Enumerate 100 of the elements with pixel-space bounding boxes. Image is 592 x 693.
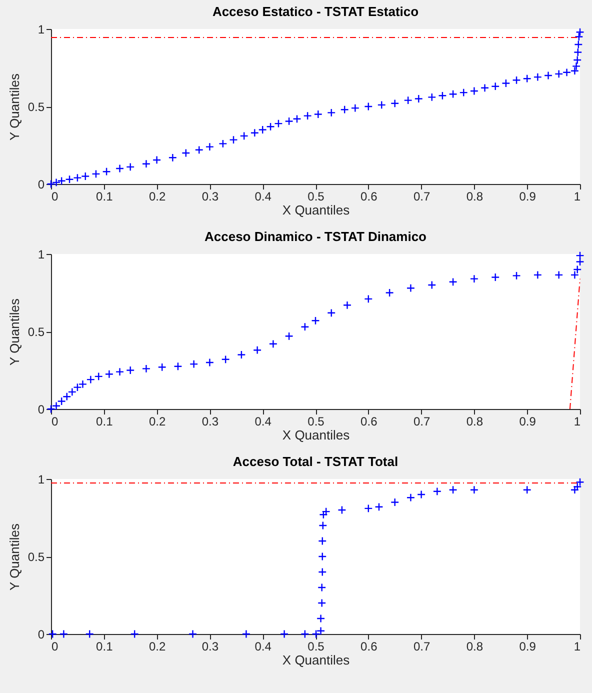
point — [448, 486, 458, 494]
x-tick-label: 0.9 — [519, 640, 536, 654]
point — [414, 94, 423, 104]
chart-title: Acceso Estatico - TSTAT Estatico — [212, 4, 419, 19]
point — [448, 90, 458, 98]
y-tick-label: 1 — [38, 472, 45, 486]
point — [194, 146, 204, 154]
point — [470, 86, 479, 96]
point — [574, 32, 584, 42]
point — [374, 502, 384, 512]
x-tick-label: 1 — [574, 190, 581, 204]
point — [59, 630, 68, 638]
point — [377, 100, 386, 110]
point — [554, 70, 564, 78]
point — [126, 366, 135, 375]
point — [240, 132, 248, 140]
point — [314, 110, 322, 119]
point — [284, 116, 294, 126]
point — [316, 614, 326, 623]
x-tick-label: 0.1 — [96, 414, 114, 428]
point — [182, 148, 190, 158]
point — [502, 78, 510, 88]
point — [574, 40, 583, 49]
point — [102, 167, 111, 176]
point — [85, 630, 94, 638]
point — [237, 350, 246, 360]
x-tick-label: 0.1 — [96, 190, 114, 204]
chart-title: Acceso Dinamico - TSTAT Dinamico — [204, 229, 427, 244]
point — [570, 486, 580, 494]
point — [406, 493, 416, 502]
point — [205, 358, 214, 367]
point — [318, 536, 327, 546]
x-tick-label: 0.9 — [519, 190, 536, 204]
point — [274, 119, 283, 128]
point — [190, 360, 198, 368]
point — [316, 626, 326, 636]
x-tick-label: 0 — [52, 640, 58, 654]
point — [258, 125, 267, 134]
point — [52, 178, 61, 187]
point — [576, 478, 584, 486]
x-tick-label: 0.9 — [519, 414, 536, 428]
point — [268, 340, 278, 348]
x-tick-label: 0.6 — [360, 640, 378, 654]
point — [570, 270, 580, 280]
chart-title: Acceso Total - TSTAT Total — [232, 454, 398, 469]
point — [284, 332, 294, 340]
point — [292, 114, 302, 124]
point — [130, 630, 139, 638]
point — [428, 280, 436, 290]
x-tick-label: 0.3 — [202, 640, 219, 654]
point — [570, 66, 580, 76]
point — [480, 84, 490, 92]
x-tick-label: 0.5 — [308, 190, 325, 204]
point — [68, 388, 76, 396]
point — [142, 364, 151, 374]
point — [385, 288, 394, 298]
x-tick-label: 0.7 — [413, 190, 430, 204]
point — [280, 630, 289, 638]
point — [253, 346, 262, 354]
point — [491, 272, 500, 282]
y-tick-label: 0 — [38, 628, 45, 642]
point — [104, 370, 114, 378]
y-tick-label: 1 — [38, 248, 45, 262]
point — [327, 308, 336, 318]
point — [86, 375, 95, 384]
point — [512, 271, 521, 280]
y-tick-label: 0.5 — [28, 325, 45, 339]
x-axis-title: X Quantiles — [282, 652, 350, 668]
point — [364, 102, 373, 111]
point — [218, 139, 228, 148]
point — [576, 251, 584, 260]
point — [142, 160, 151, 168]
point — [242, 630, 251, 638]
point — [57, 176, 66, 186]
point — [470, 274, 479, 284]
point — [562, 68, 572, 77]
point — [390, 498, 400, 507]
x-tick-label: 0.6 — [360, 190, 378, 204]
point — [416, 490, 426, 499]
point — [574, 48, 582, 57]
point — [303, 111, 312, 120]
x-tick-label: 0.4 — [254, 640, 272, 654]
point — [92, 170, 100, 178]
x-tick-label: 0.3 — [202, 190, 219, 204]
point — [73, 382, 82, 392]
point — [229, 136, 238, 144]
point — [533, 72, 542, 82]
point — [554, 270, 564, 280]
point — [340, 105, 349, 114]
y-tick-label: 1 — [38, 22, 45, 36]
x-tick-label: 0.4 — [254, 190, 272, 204]
point — [318, 521, 328, 530]
point — [174, 362, 182, 371]
point — [364, 294, 373, 304]
point — [573, 56, 582, 64]
point — [522, 74, 532, 83]
x-tick-label: 1 — [574, 414, 581, 428]
point — [533, 270, 542, 280]
point — [168, 153, 177, 162]
x-tick-label: 0.4 — [254, 414, 272, 428]
